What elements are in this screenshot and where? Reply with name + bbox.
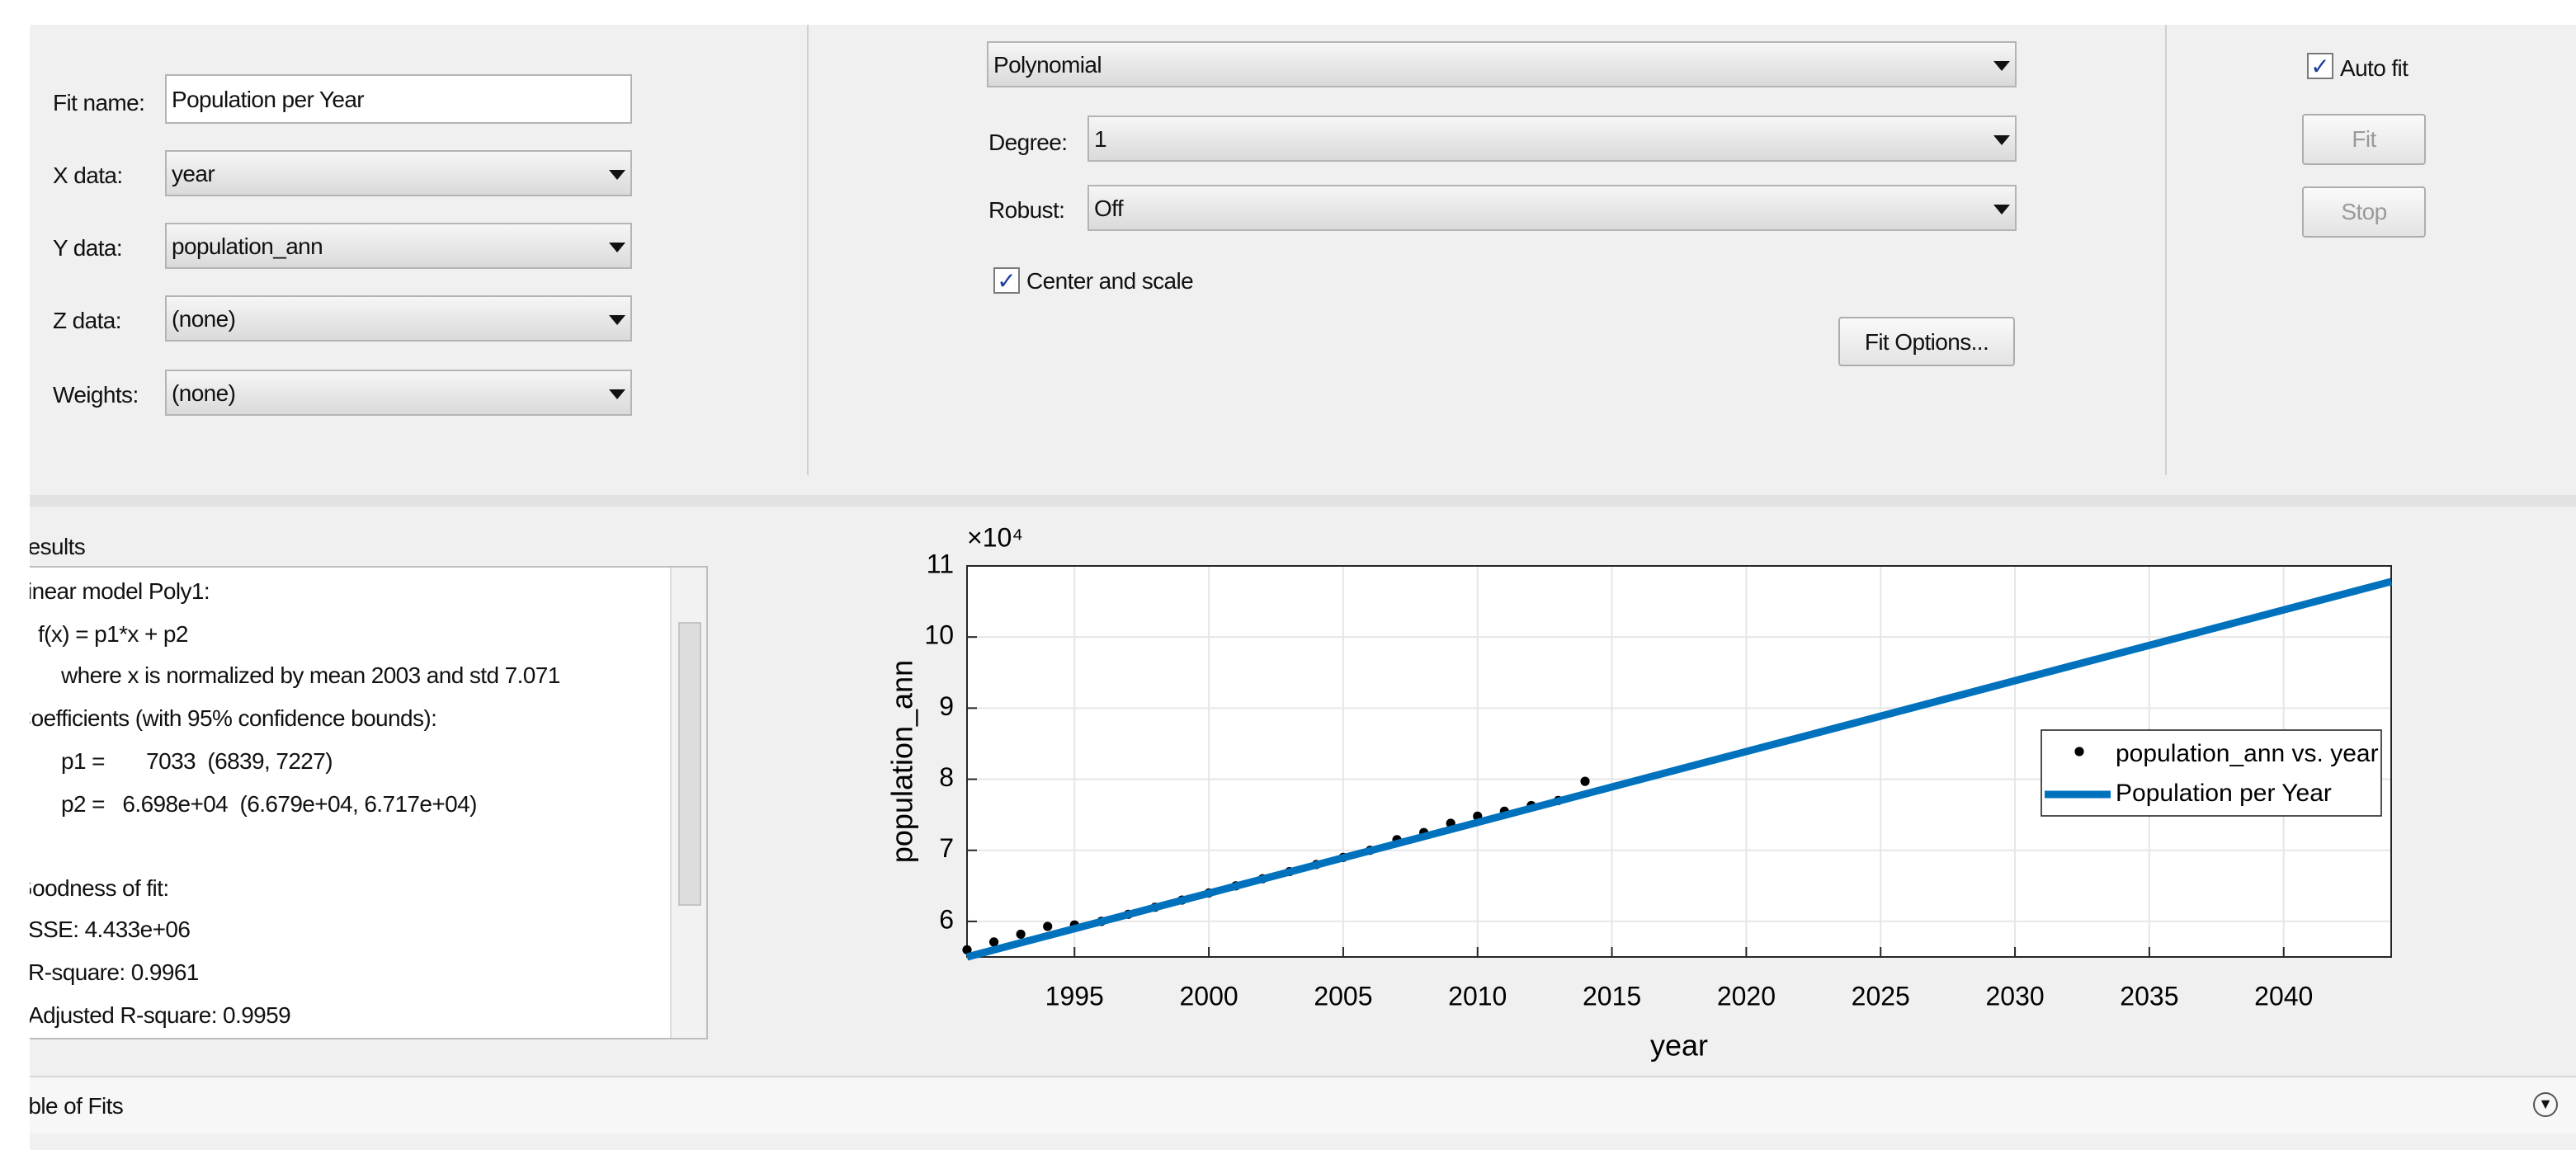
separator <box>807 25 809 475</box>
results-text: Linear model Poly1: f(x) = p1*x + p2 where… <box>30 566 708 1039</box>
fit-button[interactable]: Fit <box>2302 114 2426 165</box>
result-line: Coefficients (with 95% confidence bounds… <box>30 705 437 732</box>
y-tick-label: 6 <box>939 904 954 934</box>
top-strip <box>0 0 2576 25</box>
result-line: where x is normalized by mean 2003 and s… <box>61 662 560 689</box>
x-tick-label: 2040 <box>2254 981 2313 1011</box>
axes-box <box>966 565 2392 958</box>
z-data-dropdown[interactable]: (none) <box>165 295 632 342</box>
legend-label: population_ann vs. year <box>2116 740 2379 767</box>
fit-options-button[interactable]: Fit Options... <box>1838 317 2015 366</box>
results-title: Results <box>30 533 86 559</box>
data-point <box>1043 921 1053 931</box>
expand-icon[interactable]: ▼ <box>2533 1092 2558 1117</box>
label: Robust: <box>988 196 1065 223</box>
result-line: p1 = 7033 (6839, 7227) <box>61 747 333 774</box>
model-type-dropdown[interactable]: Polynomial <box>987 41 2017 87</box>
result-line: SSE: 4.433e+06 <box>30 916 191 943</box>
result-line: p2 = 6.698e+04 (6.679e+04, 6.717e+04) <box>61 789 477 816</box>
left-margin <box>0 0 30 1150</box>
center-scale-checkbox[interactable]: ✓ <box>993 267 1020 294</box>
fit-name-input[interactable]: Population per Year <box>165 74 632 124</box>
result-line: Goodness of fit: <box>30 874 169 901</box>
table-of-fits-bar[interactable]: Table of Fits ▼ <box>0 1076 2576 1134</box>
scroll-thumb[interactable] <box>678 622 701 906</box>
plot: 6 7 8 9 10 11 1995 2000 2005 2010 2015 2020 2025 2030… <box>885 522 2393 1063</box>
legend-swatch <box>2074 747 2084 756</box>
x-tick-label: 2015 <box>1583 981 1641 1011</box>
x-axis-label: year <box>1650 1029 1708 1063</box>
legend-label: Population per Year <box>2116 780 2332 807</box>
label: Degree: <box>988 129 1068 155</box>
splitter <box>0 495 2576 507</box>
label: Fit name: <box>53 89 145 115</box>
result-line: f(x) = p1*x + p2 <box>38 620 188 647</box>
x-tick-label: 2020 <box>1717 981 1776 1011</box>
label: Center and scale <box>1026 267 1194 294</box>
stop-button[interactable]: Stop <box>2302 186 2426 238</box>
y-axis-label: population_ann <box>885 660 919 863</box>
legend-box <box>2041 729 2382 817</box>
data-point <box>962 945 972 954</box>
x-tick-label: 1995 <box>1045 981 1104 1011</box>
results-panel: Results Linear model Poly1: f(x) = p1*x +… <box>30 511 710 1064</box>
x-tick-label: 2030 <box>1985 981 2044 1011</box>
y-tick-label: 8 <box>939 762 954 792</box>
y-multiplier: ×10⁴ <box>967 522 1023 552</box>
fit-line <box>965 577 2393 961</box>
label: X data: <box>53 162 123 188</box>
label: Weights: <box>53 381 139 408</box>
y-data-dropdown[interactable]: population_ann <box>165 223 632 269</box>
data-point <box>1580 776 1590 786</box>
y-tick-label: 7 <box>939 833 954 863</box>
x-data-dropdown[interactable]: year <box>165 150 632 196</box>
label: Z data: <box>53 307 122 333</box>
y-tick-label: 9 <box>939 691 954 721</box>
label: Auto fit <box>2340 54 2409 81</box>
y-tick-label: 11 <box>927 549 954 578</box>
x-tick-label: 2035 <box>2120 981 2178 1011</box>
data-point <box>1016 929 1026 940</box>
label: Y data: <box>53 234 123 261</box>
separator <box>2165 25 2167 475</box>
x-tick-label: 2025 <box>1852 981 1910 1011</box>
x-tick-label: 2005 <box>1314 981 1372 1011</box>
auto-fit-checkbox[interactable]: ✓ <box>2307 53 2333 79</box>
x-tick-label: 2000 <box>1180 981 1238 1011</box>
data-point <box>988 937 999 947</box>
scrollbar[interactable] <box>670 568 706 1038</box>
result-line: Adjusted R-square: 0.9959 <box>30 1001 291 1028</box>
weights-dropdown[interactable]: (none) <box>165 370 632 416</box>
degree-dropdown[interactable]: 1 <box>1087 115 2017 162</box>
x-tick-label: 2010 <box>1448 981 1507 1011</box>
y-tick-label: 10 <box>924 620 954 650</box>
result-line: R-square: 0.9961 <box>30 959 199 986</box>
result-line: Linear model Poly1: <box>30 577 210 604</box>
robust-dropdown[interactable]: Off <box>1087 185 2017 231</box>
